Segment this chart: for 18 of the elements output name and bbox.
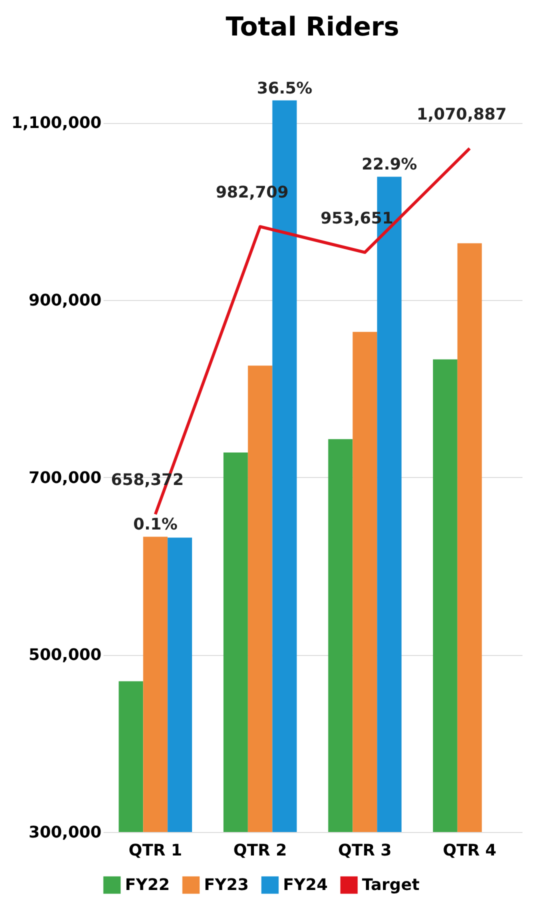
legend-label: FY22 xyxy=(125,875,170,894)
x-tick-label: QTR 1 xyxy=(128,840,182,860)
annotation: 0.1% xyxy=(133,514,178,534)
x-tick-label: QTR 4 xyxy=(442,840,496,860)
y-tick-label: 500,000 xyxy=(28,645,102,664)
legend-label: Target xyxy=(362,875,420,894)
y-tick-label: 300,000 xyxy=(28,822,102,842)
y-tick-label: 1,100,000 xyxy=(11,113,102,132)
x-tick-label: QTR 3 xyxy=(338,840,392,860)
y-tick-label: 900,000 xyxy=(28,290,102,310)
x-tick-label: QTR 2 xyxy=(233,840,287,860)
annotation: 22.9% xyxy=(362,154,418,174)
y-tick-label: 700,000 xyxy=(28,468,102,487)
chart-title: Total Riders xyxy=(226,12,400,42)
data-label: 1,070,887 xyxy=(416,104,507,124)
annotation: 36.5% xyxy=(256,78,312,98)
legend-label: FY23 xyxy=(204,875,249,894)
legend-label: FY24 xyxy=(283,875,328,894)
